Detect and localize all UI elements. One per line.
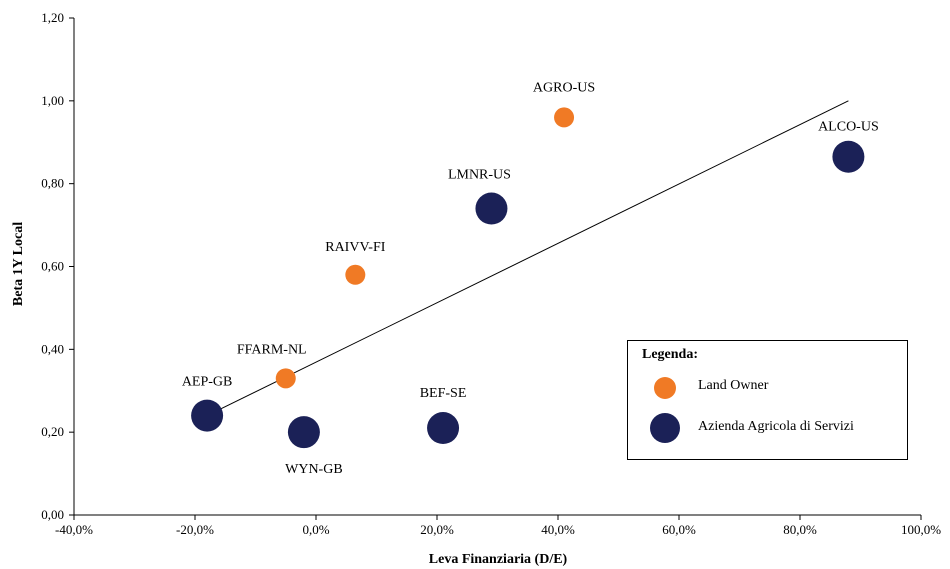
y-tick-label: 0,60 [41,259,64,274]
x-tick-label: 20,0% [420,522,454,537]
axes [69,17,922,520]
legend-item-azienda: Azienda Agricola di Servizi [628,413,907,443]
trendline-layer [206,100,849,417]
point-alco-us-azienda-agricola-di-servizi [832,140,865,173]
legend-label-land-owner: Land Owner [698,378,769,393]
point-raivv-fi-land-owner [345,264,366,285]
x-tick-label: -20,0% [176,522,214,537]
legend-marker-azienda [650,413,680,443]
y-tick-label: 1,00 [41,93,64,108]
x-tick-label: 40,0% [541,522,575,537]
point-label-agro-us: AGRO-US [533,80,595,95]
point-label-raivv-fi: RAIVV-FI [325,240,385,255]
point-label-alco-us: ALCO-US [818,120,879,135]
point-label-wyn-gb: WYN-GB [285,462,343,477]
y-tick-label: 1,20 [41,10,64,25]
point-label-lmnr-us: LMNR-US [448,168,511,183]
point-label-aep-gb: AEP-GB [182,375,233,390]
legend-marker-land-owner [654,377,676,399]
point-label-bef-se: BEF-SE [420,386,467,401]
points-layer [191,107,865,449]
tick-labels: 0,00 0,20 0,40 0,60 0,80 1,00 1,20 -40,0% -20,0%… [41,10,941,537]
y-tick-label: 0,20 [41,424,64,439]
point-bef-se-azienda-agricola-di-servizi [427,412,460,445]
y-tick-label: 0,40 [41,341,64,356]
x-tick-label: 60,0% [662,522,696,537]
x-tick-label: 0,0% [302,522,329,537]
point-wyn-gb-azienda-agricola-di-servizi [287,416,320,449]
trendline [206,100,849,417]
y-tick-label: 0,80 [41,176,64,191]
point-labels: AGRO-US RAIVV-FI FFARM-NL ALCO-US LMNR-US AEP… [182,80,879,477]
point-lmnr-us-azienda-agricola-di-servizi [475,192,508,225]
point-label-ffarm-nl: FFARM-NL [237,342,307,357]
x-tick-label: 100,0% [901,522,941,537]
x-axis-title: Leva Finanziaria (D/E) [429,552,568,567]
legend-item-land-owner: Land Owner [628,373,907,403]
y-tick-label: 0,00 [41,507,64,522]
legend: Legenda: Land Owner Azienda Agricola di … [627,340,908,460]
point-aep-gb-azienda-agricola-di-servizi [191,399,224,432]
legend-label-azienda: Azienda Agricola di Servizi [698,419,854,434]
legend-title: Legenda: [642,347,698,362]
point-ffarm-nl-land-owner [275,368,296,389]
x-tick-label: -40,0% [55,522,93,537]
x-tick-label: 80,0% [783,522,817,537]
y-axis-title: Beta 1Y Local [11,222,26,306]
point-agro-us-land-owner [554,107,575,128]
